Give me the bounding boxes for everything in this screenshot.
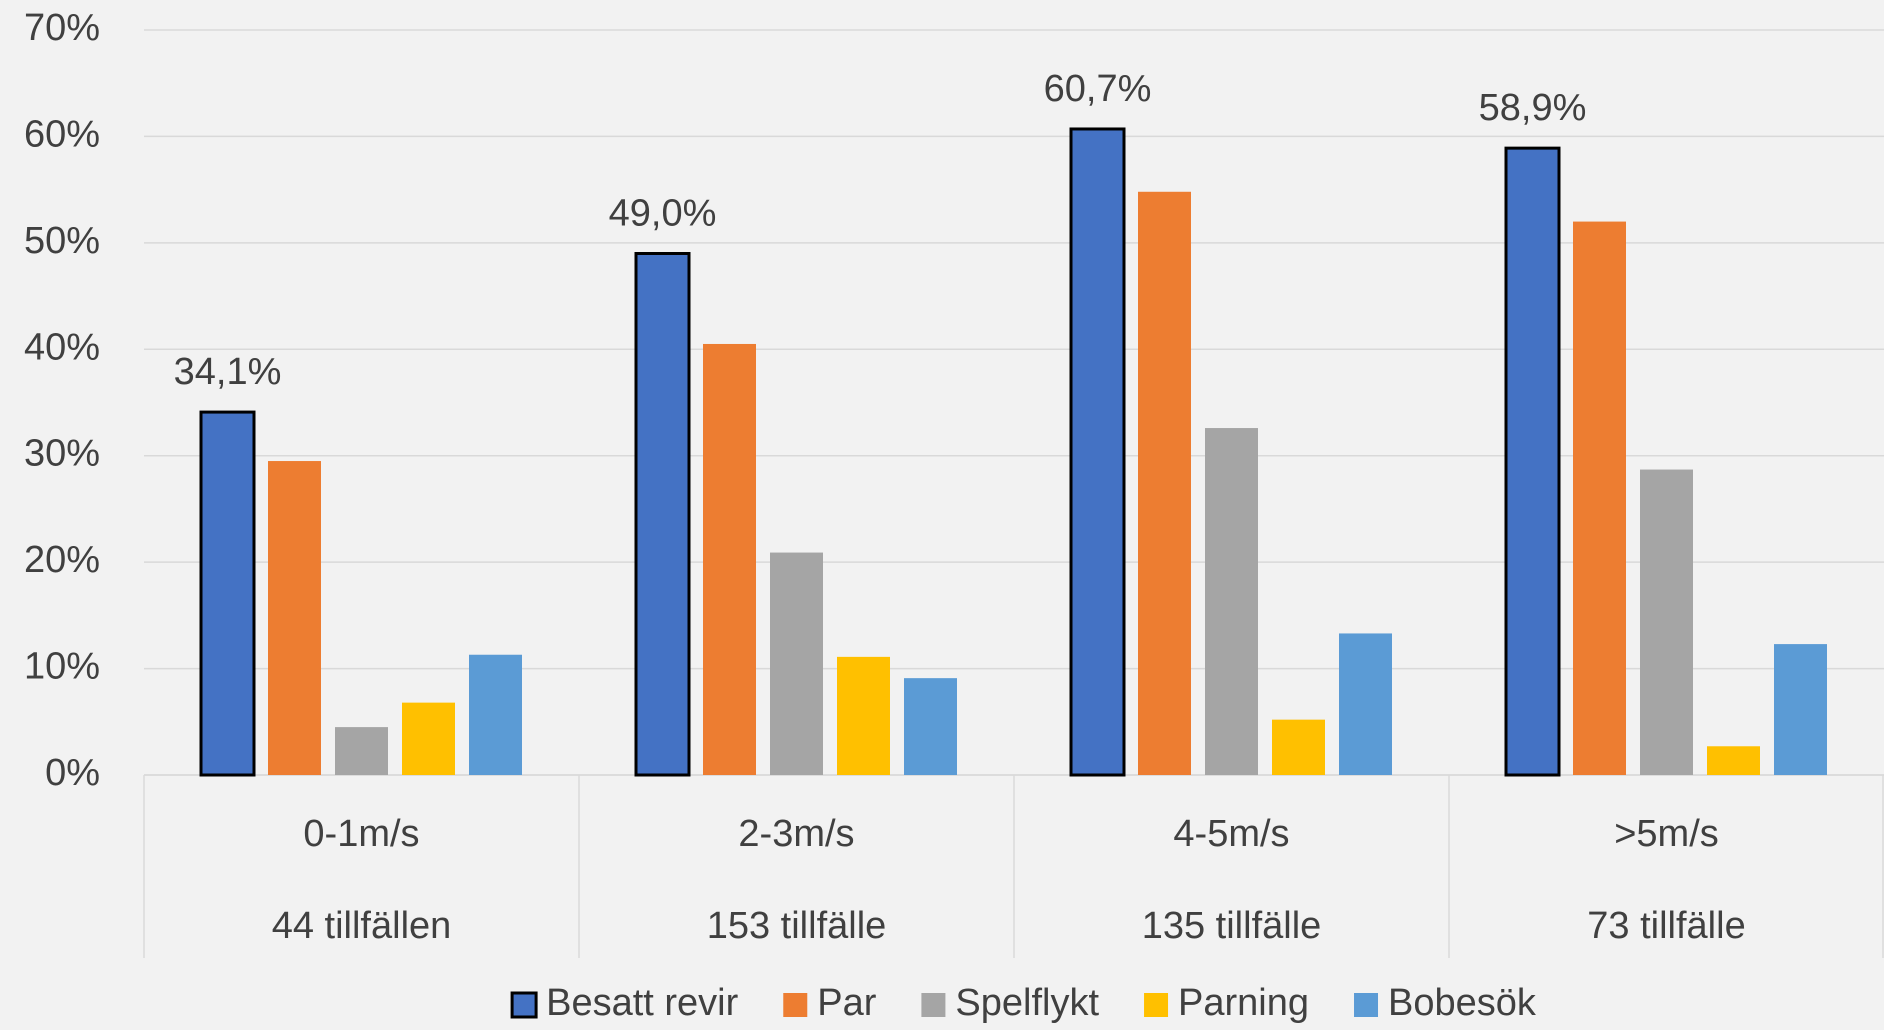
legend-swatch bbox=[921, 993, 946, 1017]
x-tick-sublabel: 73 tillfälle bbox=[1587, 905, 1745, 947]
legend-label: Spelflykt bbox=[955, 982, 1099, 1024]
y-tick-label: 40% bbox=[24, 326, 100, 368]
y-tick-label: 0% bbox=[45, 752, 100, 794]
legend-item: Par bbox=[783, 982, 877, 1024]
x-tick-sublabel: 135 tillfälle bbox=[1142, 905, 1322, 947]
bar bbox=[199, 410, 256, 777]
bar bbox=[268, 461, 321, 775]
bar bbox=[1640, 469, 1693, 775]
legend-item: Besatt revir bbox=[510, 982, 739, 1024]
data-label: 49,0% bbox=[609, 193, 717, 235]
bar bbox=[904, 678, 957, 775]
x-tick-label: 2-3m/s bbox=[738, 813, 854, 855]
bar bbox=[634, 252, 691, 777]
legend-swatch bbox=[783, 993, 808, 1017]
data-label: 34,1% bbox=[174, 351, 282, 393]
legend-swatch bbox=[510, 991, 538, 1019]
bar bbox=[1339, 633, 1392, 775]
legend-swatch bbox=[1144, 993, 1169, 1017]
x-tick-label: >5m/s bbox=[1614, 813, 1719, 855]
y-tick-label: 10% bbox=[24, 646, 100, 688]
bar bbox=[1707, 746, 1760, 775]
y-tick-label: 60% bbox=[24, 113, 100, 155]
legend-label: Par bbox=[817, 982, 876, 1024]
x-tick-label: 4-5m/s bbox=[1173, 813, 1289, 855]
y-tick-label: 20% bbox=[24, 539, 100, 581]
bar bbox=[1504, 146, 1561, 777]
bar bbox=[770, 552, 823, 775]
bar bbox=[402, 702, 455, 775]
x-tick-sublabel: 44 tillfällen bbox=[272, 905, 452, 947]
legend-label: Parning bbox=[1178, 982, 1309, 1024]
y-tick-label: 50% bbox=[24, 220, 100, 262]
data-label: 60,7% bbox=[1044, 68, 1152, 110]
data-label: 58,9% bbox=[1479, 87, 1587, 129]
bar bbox=[1069, 127, 1126, 777]
legend-item: Bobesök bbox=[1354, 982, 1537, 1024]
bar bbox=[1138, 191, 1191, 775]
bar bbox=[1272, 719, 1325, 775]
legend-label: Bobesök bbox=[1388, 982, 1537, 1024]
bar bbox=[703, 343, 756, 775]
x-tick-label: 0-1m/s bbox=[303, 813, 419, 855]
bar bbox=[1774, 644, 1827, 775]
bar bbox=[837, 656, 890, 775]
bar bbox=[1205, 428, 1258, 775]
y-tick-label: 30% bbox=[24, 433, 100, 475]
bar bbox=[1573, 221, 1626, 776]
y-tick-label: 70% bbox=[24, 7, 100, 49]
legend-item: Parning bbox=[1144, 982, 1309, 1024]
legend-swatch bbox=[1354, 993, 1379, 1017]
bar bbox=[335, 727, 388, 775]
x-tick-sublabel: 153 tillfälle bbox=[707, 905, 887, 947]
legend-label: Besatt revir bbox=[546, 982, 739, 1024]
legend-item: Spelflykt bbox=[921, 982, 1099, 1024]
bar bbox=[469, 654, 522, 775]
